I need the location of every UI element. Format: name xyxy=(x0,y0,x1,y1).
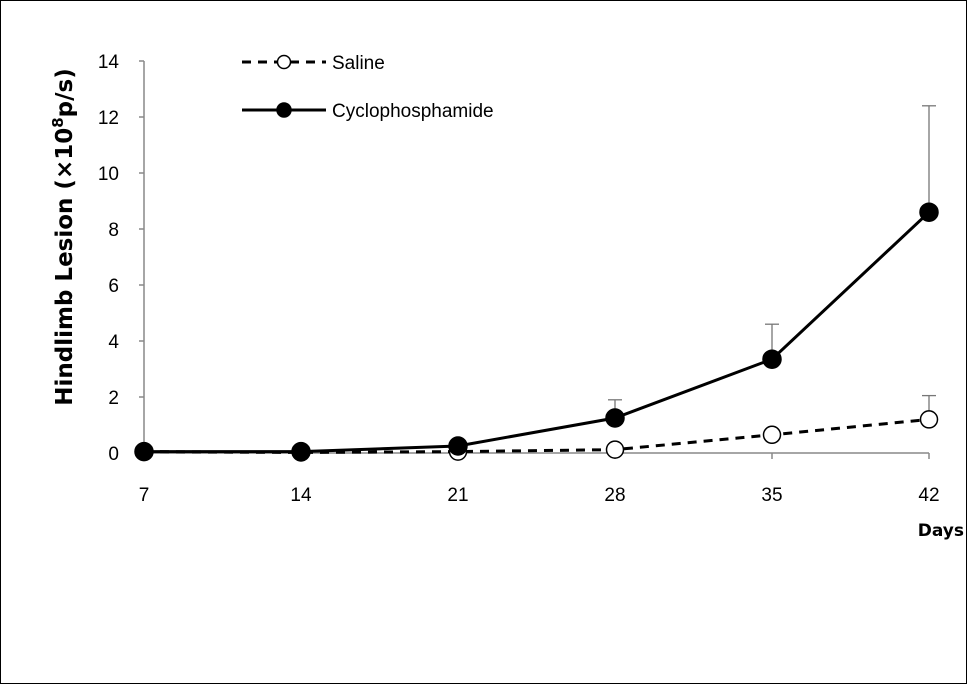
series-lines xyxy=(143,211,931,454)
y-tick-label: 2 xyxy=(108,388,119,409)
x-axis-label: Days xyxy=(918,521,964,541)
legend-saline-label: Saline xyxy=(332,53,385,74)
legend-cyclophosphamide-marker xyxy=(276,102,292,118)
x-tick-label: 21 xyxy=(447,485,468,506)
data-point-saline xyxy=(762,425,782,445)
x-tick-label: 28 xyxy=(604,485,625,506)
error-bars xyxy=(608,105,936,420)
x-tick-label: 7 xyxy=(139,485,150,506)
y-axis-label-superscript: 8 xyxy=(49,117,67,127)
y-axis-label-tail: p/s) xyxy=(52,68,78,117)
data-point-cyclophosphamide xyxy=(448,436,468,456)
y-tick-label: 10 xyxy=(98,164,119,185)
legend-cyclophosphamide-label: Cyclophosphamide xyxy=(332,101,494,122)
y-tick-label: 4 xyxy=(108,332,119,353)
y-tick-label: 0 xyxy=(108,444,119,465)
series-line-saline xyxy=(143,417,930,454)
x-tick-label: 42 xyxy=(918,485,939,506)
legend-item-saline: Saline xyxy=(242,53,385,74)
legend: Saline Cyclophosphamide xyxy=(242,53,494,122)
data-point-cyclophosphamide xyxy=(919,202,939,222)
y-tick-label: 12 xyxy=(98,108,119,129)
y-axis-label: Hindlimb Lesion (×108p/s) xyxy=(49,68,78,406)
y-tick-label: 14 xyxy=(98,52,120,73)
legend-item-cyclophosphamide: Cyclophosphamide xyxy=(242,101,494,122)
data-point-saline xyxy=(919,410,939,429)
y-tick-labels: 0 2 4 6 8 10 12 14 xyxy=(98,52,144,465)
data-point-cyclophosphamide xyxy=(762,349,782,369)
legend-saline-marker xyxy=(276,54,292,70)
x-tick-label: 14 xyxy=(290,485,312,506)
x-tick-label: 35 xyxy=(761,485,782,506)
y-tick-label: 6 xyxy=(108,276,119,297)
y-axis-label-main: Hindlimb Lesion (×10 xyxy=(52,128,78,406)
series-line-cyclophosphamide xyxy=(144,211,931,454)
series-markers xyxy=(134,202,939,462)
y-tick-label: 8 xyxy=(108,220,119,241)
data-point-cyclophosphamide xyxy=(291,441,311,462)
x-tick-labels: 7 14 21 28 35 42 xyxy=(139,453,940,506)
data-point-saline xyxy=(605,440,625,459)
data-point-cyclophosphamide xyxy=(134,441,154,462)
axes xyxy=(143,61,929,454)
data-point-cyclophosphamide xyxy=(605,408,625,428)
